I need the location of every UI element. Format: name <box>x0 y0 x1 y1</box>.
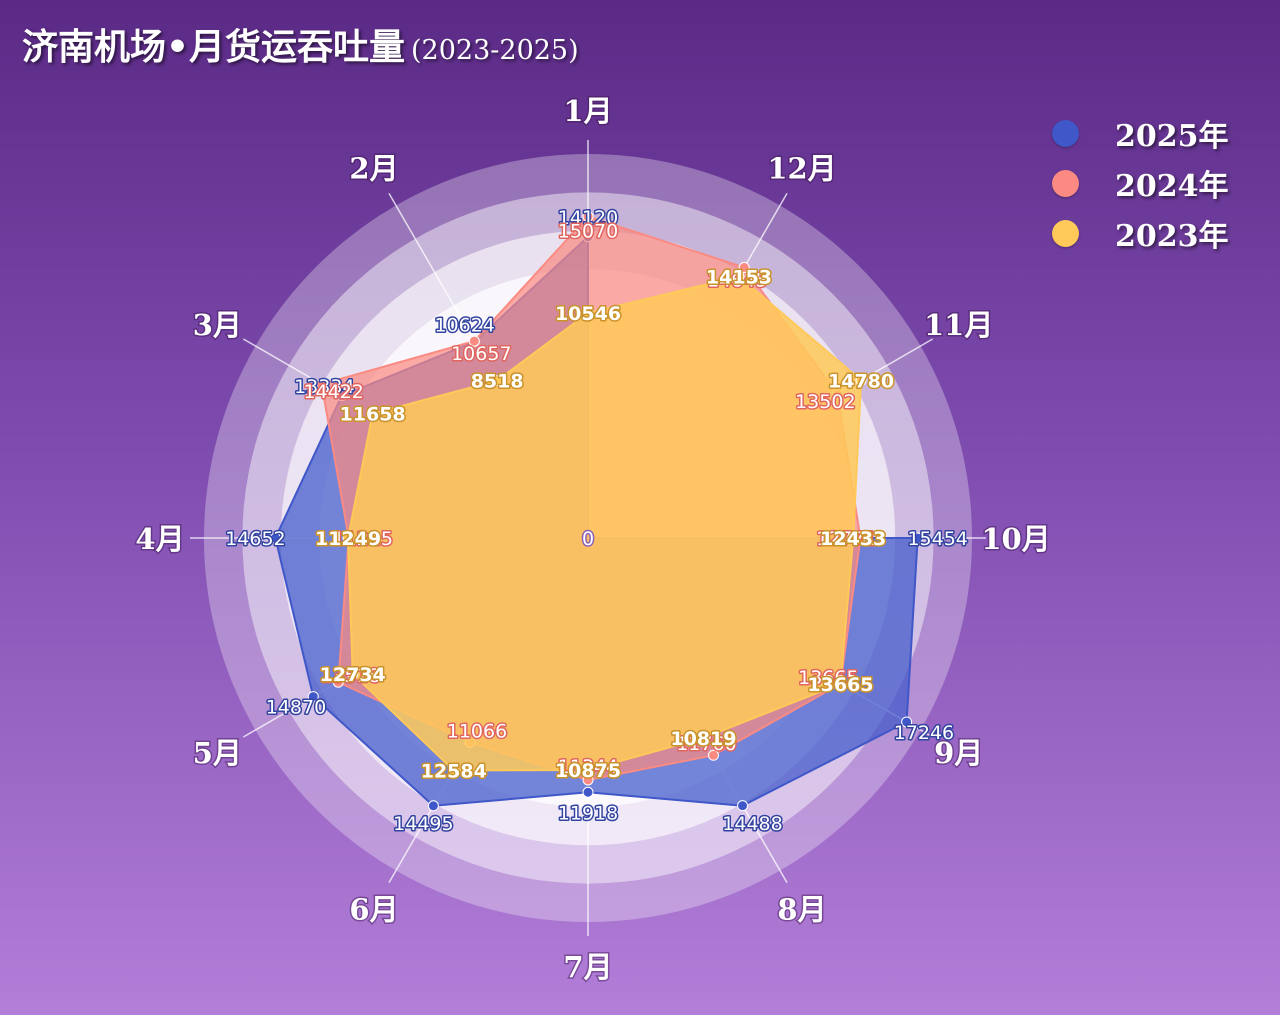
data-point <box>697 732 709 744</box>
series-2023 <box>342 271 867 776</box>
data-label: 12584 <box>421 760 487 782</box>
axis-label: 12月 <box>767 151 836 185</box>
data-label: 13502 <box>795 391 855 413</box>
data-label: 14153 <box>706 267 772 289</box>
data-label: 15070 <box>558 221 618 243</box>
axis-label: 8月 <box>777 893 826 927</box>
data-point <box>269 532 281 544</box>
data-label: 12433 <box>820 528 886 550</box>
legend-label: 2024年 <box>1115 169 1229 204</box>
data-label: 14488 <box>722 813 782 835</box>
data-point <box>468 335 480 347</box>
data-label: 10624 <box>434 314 494 336</box>
page-title: 济南机场•月货运吞吐量 (2023-2025) <box>22 18 579 70</box>
data-point <box>582 211 594 223</box>
axis-label: 11月 <box>924 308 993 342</box>
data-point <box>342 532 354 544</box>
legend-marker <box>1052 219 1079 247</box>
data-label: 12771 <box>816 528 876 550</box>
data-label: 8518 <box>471 371 524 393</box>
axis-label: 3月 <box>193 308 242 342</box>
data-label: 11760 <box>676 733 736 755</box>
chart-legend: 2025年 2024年 2023年 <box>1052 108 1229 258</box>
legend-marker <box>1052 119 1079 147</box>
data-label: 11918 <box>558 802 618 824</box>
data-label: 11658 <box>340 404 406 426</box>
data-point <box>707 749 719 761</box>
data-label: 11066 <box>447 720 507 742</box>
data-label: 14120 <box>558 207 618 229</box>
data-point <box>912 532 924 544</box>
legend-item-2025[interactable]: 2025年 <box>1052 108 1229 158</box>
data-point <box>582 307 594 319</box>
data-point <box>427 800 439 812</box>
center-label: 0 <box>582 528 594 550</box>
data-point <box>491 375 503 387</box>
axis-label: 2月 <box>349 151 398 185</box>
data-label: 15454 <box>907 528 967 550</box>
axis-label: 7月 <box>563 950 612 984</box>
data-label: 10546 <box>555 303 621 325</box>
data-label: 13518 <box>320 665 380 687</box>
data-point <box>847 532 859 544</box>
axis-label: 10月 <box>981 522 1050 556</box>
data-point <box>901 716 913 728</box>
data-label: 13334 <box>294 376 354 398</box>
data-point <box>307 691 319 703</box>
data-point <box>367 408 379 420</box>
legend-item-2024[interactable]: 2024年 <box>1052 158 1229 208</box>
data-label: 14495 <box>393 813 453 835</box>
data-label: 10819 <box>670 728 736 750</box>
data-label: 14780 <box>828 370 894 392</box>
data-point <box>582 786 594 798</box>
axis-label: 1月 <box>563 94 612 128</box>
axis-label: 6月 <box>349 893 398 927</box>
legend-item-2023[interactable]: 2023年 <box>1052 208 1229 258</box>
axis-label: 4月 <box>135 522 184 556</box>
data-point <box>855 374 867 386</box>
axis-label: 9月 <box>934 736 983 770</box>
data-point <box>737 800 749 812</box>
data-point <box>834 678 846 690</box>
data-point <box>582 764 594 776</box>
legend-label: 2023年 <box>1115 219 1229 254</box>
chart-title: 济南机场•月货运吞吐量 <box>22 27 406 68</box>
data-point <box>316 378 328 390</box>
data-label: 14645 <box>707 270 767 292</box>
data-point <box>738 261 750 273</box>
data-label: 17246 <box>894 722 954 744</box>
data-label: 14870 <box>266 697 326 719</box>
data-point <box>332 676 344 688</box>
value-labels: 14120 10624 13334 14652 14870 14495 11918 14488… <box>224 205 970 836</box>
axis-labels: 1月 2月 3月 4月 5月 6月 7月 8月 9月 10月 11月 12月 <box>134 93 1052 986</box>
chart-subtitle: (2023-2025) <box>411 35 579 66</box>
data-point <box>448 764 460 776</box>
data-label: 11215 <box>333 528 393 550</box>
data-label: 13665 <box>807 674 873 696</box>
data-label: 10657 <box>451 343 511 365</box>
data-label: 14652 <box>225 528 285 550</box>
legend-label: 2025年 <box>1115 119 1229 154</box>
axis-label: 5月 <box>193 736 242 770</box>
legend-marker <box>1052 169 1079 197</box>
data-label: 10875 <box>555 760 621 782</box>
data-label: 12734 <box>320 664 386 686</box>
data-label: 13665 <box>798 667 858 689</box>
data-label: 11249 <box>315 528 381 550</box>
data-point <box>347 668 359 680</box>
data-label: 11344 <box>558 756 618 778</box>
data-label: 14422 <box>303 381 363 403</box>
data-point <box>733 271 745 283</box>
